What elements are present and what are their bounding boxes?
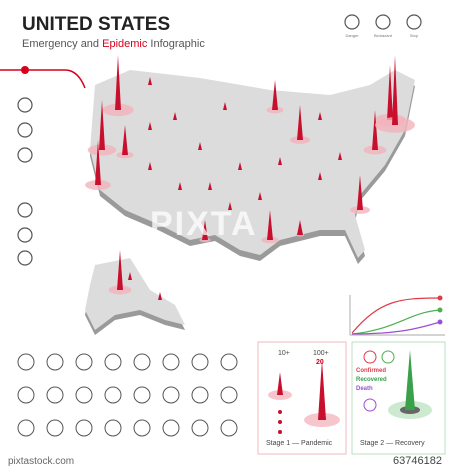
map	[85, 70, 415, 335]
subtitle-tail: Infographic	[150, 38, 205, 50]
small-spike	[148, 122, 152, 130]
arrow	[0, 69, 86, 89]
title: UNITED STATES	[22, 14, 171, 35]
grid-icon	[191, 386, 209, 404]
small-spike	[208, 182, 212, 190]
stage2-title: Stage 2 — Recovery	[360, 440, 425, 447]
stage2-box	[351, 341, 446, 455]
spike	[297, 220, 303, 235]
side-icon	[17, 202, 33, 218]
spike	[95, 140, 101, 185]
grid-icon	[220, 386, 238, 404]
grid-icon	[104, 386, 122, 404]
small-spike	[228, 202, 232, 210]
small-spike	[223, 102, 227, 110]
small-spike	[318, 112, 322, 120]
small-spike	[278, 157, 282, 165]
grid-icon	[133, 353, 151, 371]
spike	[99, 100, 105, 150]
stage1-count: 20	[316, 359, 324, 366]
small-spike	[158, 292, 162, 300]
grid-icon	[104, 419, 122, 437]
spike	[297, 105, 303, 140]
grid-icon	[162, 386, 180, 404]
arrow-dot	[21, 66, 29, 74]
stage1-spikes	[268, 360, 340, 434]
side-icon	[17, 122, 33, 138]
stage1-low: 10+	[278, 350, 290, 357]
footer-site: pixtastock.com	[8, 456, 75, 467]
spike	[372, 110, 378, 150]
grid-icon	[162, 419, 180, 437]
stage1-high: 100+	[313, 350, 329, 357]
spike	[392, 55, 398, 125]
legend-entry: Recovered	[356, 377, 387, 383]
small-spike	[178, 182, 182, 190]
top-icon-label: Danger	[345, 33, 359, 38]
top-icon	[375, 14, 391, 30]
small-spike	[318, 172, 322, 180]
side-icon	[17, 227, 33, 243]
spike	[272, 80, 278, 110]
top-icon	[344, 14, 360, 30]
trend-chart	[349, 295, 445, 336]
side-icon	[17, 97, 33, 113]
grid-icon	[17, 386, 35, 404]
grid-icon	[191, 353, 209, 371]
top-icon	[406, 14, 422, 30]
mainland	[90, 70, 415, 258]
spike	[115, 55, 121, 110]
spike	[202, 220, 208, 240]
stage1-box	[257, 341, 347, 455]
alaska	[85, 258, 185, 330]
grid-icon	[220, 353, 238, 371]
grid-icon	[46, 353, 64, 371]
grid-icon	[104, 353, 122, 371]
small-spike	[198, 142, 202, 150]
top-icon-label: Stop	[409, 33, 419, 38]
grid-icon	[46, 386, 64, 404]
spike	[117, 250, 123, 290]
side-icon	[17, 250, 33, 266]
subtitle: Emergency and Epidemic Infographic	[22, 38, 205, 50]
subtitle-highlight: Epidemic	[102, 38, 148, 50]
spike	[267, 210, 273, 240]
grid-icon	[46, 419, 64, 437]
spike	[122, 125, 128, 155]
grid-icon	[75, 386, 93, 404]
grid-icon	[191, 419, 209, 437]
grid-icon	[133, 419, 151, 437]
stage2-spikes	[363, 350, 432, 419]
watermark: PIXTA	[150, 205, 258, 243]
grid-icon	[75, 353, 93, 371]
grid-icon	[75, 419, 93, 437]
small-spike	[238, 162, 242, 170]
grid-icon	[17, 419, 35, 437]
legend-entry: Death	[356, 386, 373, 392]
small-spike	[173, 112, 177, 120]
small-spike	[338, 152, 342, 160]
grid-icon	[133, 386, 151, 404]
stage1-title: Stage 1 — Pandemic	[266, 440, 333, 447]
footer-id: 63746182	[393, 455, 442, 467]
grid-icon	[17, 353, 35, 371]
spike	[387, 65, 393, 120]
legend-entry: Confirmed	[356, 368, 386, 374]
small-spike	[128, 272, 132, 280]
small-spike	[148, 162, 152, 170]
side-icon	[17, 147, 33, 163]
grid-icon	[220, 419, 238, 437]
grid-icon	[162, 353, 180, 371]
subtitle-lead: Emergency and	[22, 38, 100, 50]
top-icon-label: Biohazard	[373, 33, 392, 38]
small-spike	[148, 77, 152, 85]
small-spike	[258, 192, 262, 200]
spike	[357, 175, 363, 210]
